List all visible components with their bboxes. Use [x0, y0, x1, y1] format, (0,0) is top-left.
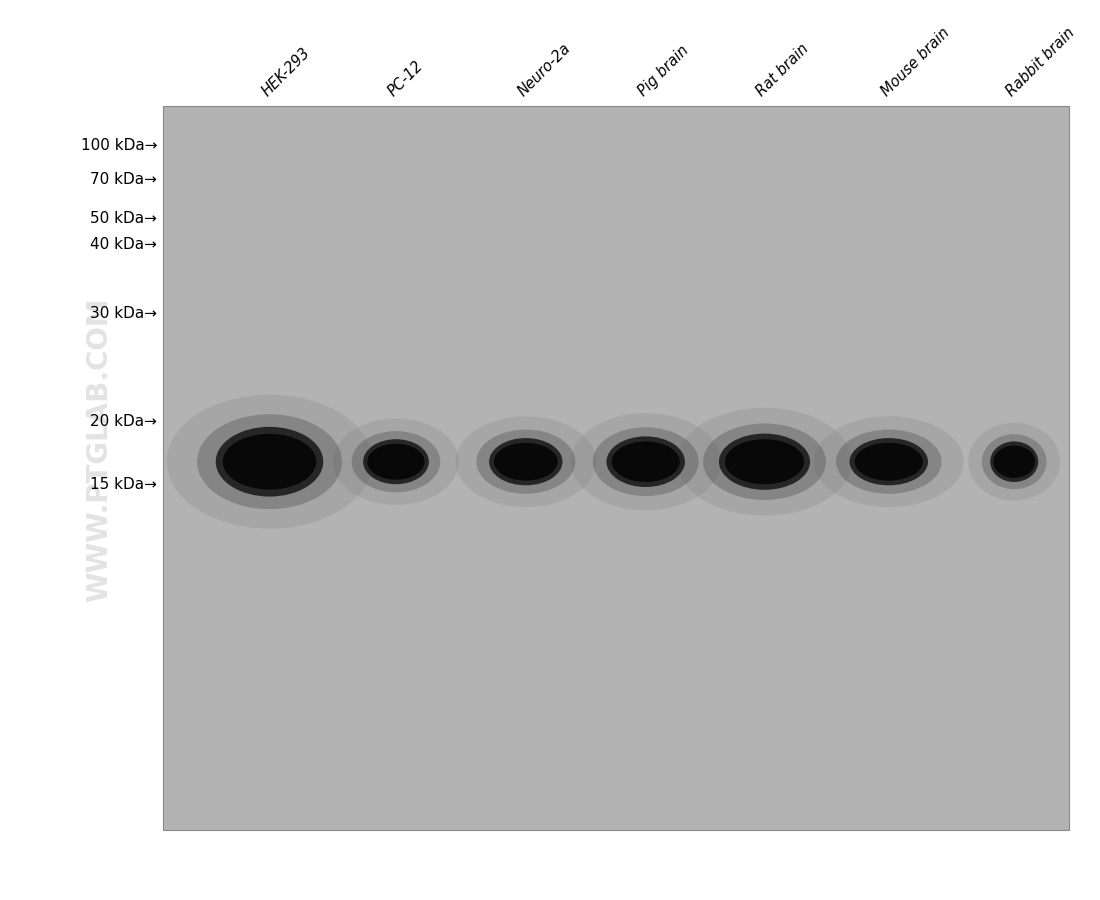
- Ellipse shape: [216, 427, 323, 497]
- Bar: [163, 106, 1069, 830]
- Ellipse shape: [719, 434, 810, 490]
- Ellipse shape: [571, 413, 720, 510]
- Text: 30 kDa→: 30 kDa→: [90, 306, 157, 320]
- Ellipse shape: [606, 436, 685, 487]
- Text: Mouse brain: Mouse brain: [878, 25, 953, 99]
- Text: Rat brain: Rat brain: [754, 40, 812, 99]
- Ellipse shape: [849, 438, 928, 485]
- Ellipse shape: [476, 429, 575, 494]
- Ellipse shape: [166, 395, 372, 528]
- Ellipse shape: [494, 443, 558, 481]
- Ellipse shape: [836, 429, 942, 494]
- Text: 20 kDa→: 20 kDa→: [90, 414, 157, 428]
- Text: Rabbit brain: Rabbit brain: [1003, 25, 1078, 99]
- Text: 40 kDa→: 40 kDa→: [90, 238, 157, 252]
- Text: 15 kDa→: 15 kDa→: [90, 477, 157, 491]
- Ellipse shape: [703, 424, 826, 500]
- Ellipse shape: [814, 417, 964, 507]
- Text: Neuro-2a: Neuro-2a: [515, 40, 574, 99]
- Ellipse shape: [593, 428, 698, 496]
- Ellipse shape: [993, 446, 1035, 478]
- Ellipse shape: [197, 414, 342, 509]
- Ellipse shape: [352, 431, 440, 492]
- Ellipse shape: [678, 408, 851, 516]
- Ellipse shape: [363, 439, 429, 484]
- Ellipse shape: [982, 434, 1046, 490]
- Ellipse shape: [367, 444, 425, 480]
- Ellipse shape: [725, 439, 804, 484]
- Text: 50 kDa→: 50 kDa→: [90, 212, 157, 226]
- Text: HEK-293: HEK-293: [258, 45, 312, 99]
- Text: 70 kDa→: 70 kDa→: [90, 173, 157, 187]
- Ellipse shape: [222, 434, 317, 490]
- Text: 100 kDa→: 100 kDa→: [80, 139, 157, 153]
- Text: WWW.PTGLAB.COM: WWW.PTGLAB.COM: [85, 298, 113, 602]
- Text: PC-12: PC-12: [385, 58, 427, 99]
- Ellipse shape: [490, 438, 562, 485]
- Ellipse shape: [990, 441, 1038, 482]
- Ellipse shape: [455, 417, 596, 507]
- Ellipse shape: [968, 423, 1060, 500]
- Ellipse shape: [855, 443, 923, 481]
- Bar: [0, 0, 163, 900]
- Ellipse shape: [333, 418, 459, 505]
- Ellipse shape: [612, 441, 680, 482]
- Text: Pig brain: Pig brain: [635, 43, 691, 99]
